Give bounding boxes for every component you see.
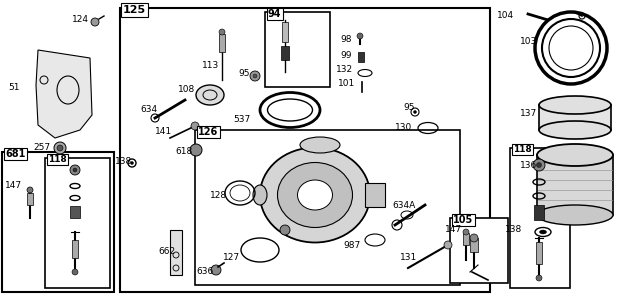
- Circle shape: [357, 33, 363, 39]
- Ellipse shape: [539, 121, 611, 139]
- Text: 98: 98: [340, 35, 352, 44]
- Circle shape: [72, 269, 78, 275]
- Text: 105: 105: [453, 215, 473, 225]
- Text: 126: 126: [198, 127, 218, 137]
- Text: 634A: 634A: [392, 201, 415, 209]
- Bar: [45, 158, 110, 288]
- Text: 618: 618: [175, 148, 192, 156]
- Text: 132: 132: [336, 66, 353, 74]
- Circle shape: [54, 142, 66, 154]
- Bar: [195, 130, 460, 285]
- Circle shape: [91, 18, 99, 26]
- Text: 136: 136: [520, 161, 538, 170]
- Circle shape: [280, 225, 290, 235]
- Ellipse shape: [260, 148, 370, 243]
- Text: 131: 131: [400, 254, 417, 263]
- Text: 137: 137: [520, 108, 538, 117]
- Bar: [358, 52, 364, 62]
- Circle shape: [470, 234, 478, 242]
- Bar: [72, 240, 78, 258]
- Text: 124: 124: [72, 15, 89, 24]
- Bar: [537, 155, 613, 215]
- Bar: [470, 238, 478, 252]
- Circle shape: [70, 165, 80, 175]
- Ellipse shape: [278, 162, 353, 227]
- Text: 118: 118: [48, 155, 67, 164]
- Ellipse shape: [537, 144, 613, 166]
- Circle shape: [536, 275, 542, 281]
- Ellipse shape: [537, 205, 613, 225]
- Text: 113: 113: [202, 60, 219, 69]
- Bar: [510, 148, 570, 288]
- Text: 681: 681: [5, 149, 25, 159]
- Text: 634: 634: [140, 105, 157, 114]
- Circle shape: [533, 159, 545, 171]
- Text: 138: 138: [505, 226, 522, 235]
- Text: 104: 104: [497, 10, 514, 19]
- Text: 101: 101: [338, 80, 355, 89]
- Circle shape: [191, 122, 199, 130]
- Ellipse shape: [253, 185, 267, 205]
- Text: 537: 537: [233, 116, 250, 125]
- Ellipse shape: [539, 96, 611, 114]
- Text: 662: 662: [158, 248, 175, 257]
- Polygon shape: [36, 50, 92, 138]
- Bar: [282, 22, 288, 42]
- Text: 95: 95: [403, 103, 415, 113]
- Text: 94: 94: [268, 9, 281, 19]
- Text: 147: 147: [5, 181, 22, 190]
- Text: 636: 636: [196, 268, 213, 277]
- Ellipse shape: [300, 137, 340, 153]
- Bar: [281, 46, 289, 60]
- Bar: [534, 205, 544, 220]
- Circle shape: [463, 229, 469, 235]
- Circle shape: [211, 265, 221, 275]
- Bar: [27, 193, 33, 205]
- Text: 987: 987: [343, 240, 360, 249]
- Text: 127: 127: [223, 254, 240, 263]
- Circle shape: [27, 187, 33, 193]
- Bar: [450, 218, 508, 283]
- Text: 99: 99: [340, 50, 352, 60]
- Circle shape: [536, 162, 541, 167]
- Circle shape: [444, 241, 452, 249]
- Circle shape: [253, 74, 257, 78]
- Bar: [463, 233, 469, 245]
- Ellipse shape: [196, 85, 224, 105]
- Circle shape: [219, 29, 225, 35]
- Circle shape: [130, 162, 133, 164]
- Bar: [365, 183, 385, 207]
- Text: 103: 103: [520, 38, 538, 46]
- Text: 118: 118: [513, 145, 532, 154]
- Bar: [536, 242, 542, 264]
- Bar: [219, 34, 225, 52]
- Text: 108: 108: [178, 86, 195, 94]
- Text: 130: 130: [395, 123, 412, 133]
- Circle shape: [250, 71, 260, 81]
- Circle shape: [414, 111, 417, 114]
- Text: 51: 51: [8, 83, 19, 92]
- Bar: [539, 105, 611, 130]
- Ellipse shape: [298, 180, 332, 210]
- Text: 147: 147: [445, 226, 462, 235]
- Text: 257: 257: [33, 144, 50, 153]
- Text: 128: 128: [210, 190, 227, 199]
- Text: eReplacementParts.com: eReplacementParts.com: [246, 134, 374, 144]
- Bar: [170, 230, 182, 275]
- Text: 141: 141: [155, 128, 172, 136]
- Circle shape: [73, 168, 77, 172]
- Bar: [120, 8, 490, 292]
- Circle shape: [190, 144, 202, 156]
- Bar: [2, 152, 114, 292]
- Text: 125: 125: [123, 5, 146, 15]
- Text: 138: 138: [115, 158, 132, 167]
- Ellipse shape: [539, 230, 546, 234]
- Circle shape: [57, 145, 63, 151]
- Bar: [70, 206, 80, 218]
- Text: 95: 95: [238, 69, 249, 77]
- Bar: [265, 12, 330, 87]
